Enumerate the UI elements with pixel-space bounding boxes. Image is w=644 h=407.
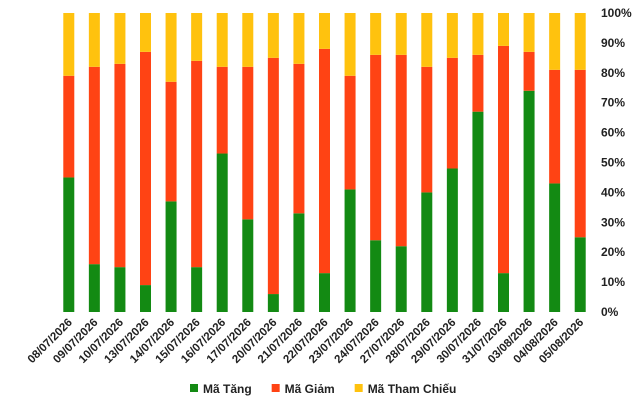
bar-segment-series-0-1: [88, 264, 100, 312]
bar-segment-series-2-18: [523, 13, 535, 52]
bar-segment-series-2-19: [549, 13, 561, 70]
y-tick-label: 0%: [601, 305, 619, 319]
bar-segment-series-0-16: [472, 111, 484, 312]
y-tick-label: 60%: [601, 126, 625, 140]
bar-segment-series-2-16: [472, 13, 484, 55]
y-tick-label: 80%: [601, 66, 625, 80]
bar-segment-series-0-7: [242, 219, 254, 312]
bar-segment-series-1-14: [421, 66, 433, 193]
bar-segment-series-2-1: [88, 13, 100, 67]
bar-segment-series-2-6: [216, 13, 228, 67]
bar-segment-series-0-12: [370, 240, 382, 312]
legend-swatch-2: [354, 384, 363, 392]
bar-segment-series-0-3: [140, 285, 151, 312]
bar-segment-series-2-17: [498, 13, 509, 46]
bar-segment-series-1-7: [242, 66, 254, 220]
bar-segment-series-0-17: [498, 273, 509, 312]
y-tick-label: 90%: [601, 36, 625, 50]
bar-segment-series-2-10: [319, 13, 330, 49]
bar-segment-series-1-4: [165, 81, 177, 202]
bar-segment-series-2-9: [293, 13, 305, 64]
bar-segment-series-2-2: [114, 13, 126, 64]
bar-segment-series-0-19: [549, 183, 561, 312]
bars-layer: [63, 13, 586, 313]
bar-segment-series-0-11: [344, 189, 356, 312]
bar-segment-series-0-10: [319, 273, 330, 312]
y-tick-label: 20%: [601, 245, 625, 259]
y-tick-label: 50%: [601, 156, 625, 170]
bar-segment-series-1-8: [267, 57, 279, 295]
bar-segment-series-0-2: [114, 267, 126, 312]
legend-swatch-0: [190, 384, 198, 392]
bar-segment-series-1-18: [523, 51, 535, 91]
bar-segment-series-1-13: [395, 54, 407, 247]
bar-segment-series-1-3: [140, 51, 151, 286]
legend-label-2: Mã Tham Chiếu: [368, 382, 457, 396]
bar-segment-series-1-16: [472, 54, 484, 112]
bar-segment-series-1-9: [293, 63, 305, 214]
y-tick-label: 40%: [601, 185, 625, 199]
bar-segment-series-0-20: [574, 237, 586, 312]
y-tick-label: 10%: [601, 275, 625, 289]
bar-segment-series-2-12: [370, 13, 382, 55]
x-axis: 08/07/202609/07/202610/07/202613/07/2026…: [26, 317, 587, 366]
bar-segment-series-2-5: [191, 13, 203, 61]
legend-label-0: Mã Tăng: [203, 382, 252, 396]
bar-segment-series-2-8: [267, 13, 279, 58]
bar-segment-series-1-5: [191, 60, 203, 268]
bar-segment-series-1-1: [88, 66, 100, 265]
bar-segment-series-0-5: [191, 267, 203, 312]
y-tick-label: 30%: [601, 215, 625, 229]
bar-segment-series-2-7: [242, 13, 254, 67]
bar-segment-series-0-4: [165, 201, 177, 312]
bar-segment-series-1-0: [63, 75, 75, 178]
bar-segment-series-0-15: [446, 168, 458, 312]
bar-segment-series-2-4: [165, 13, 177, 82]
bar-segment-series-2-15: [446, 13, 458, 58]
bar-segment-series-0-14: [421, 192, 433, 312]
bar-segment-series-2-3: [140, 13, 151, 52]
y-tick-label: 70%: [601, 96, 625, 110]
bar-segment-series-2-20: [574, 13, 586, 70]
legend-label-1: Mã Giảm: [285, 382, 335, 396]
legend-swatch-1: [271, 384, 280, 392]
bar-segment-series-2-0: [63, 13, 75, 76]
y-axis: 0% 10% 20% 30% 40% 50% 60% 70% 80% 90% 100%: [601, 6, 632, 319]
bar-segment-series-1-2: [114, 63, 126, 268]
bar-segment-series-1-11: [344, 75, 356, 190]
bar-segment-series-2-13: [395, 13, 407, 55]
bar-segment-series-0-8: [267, 294, 279, 312]
bar-segment-series-1-6: [216, 66, 228, 154]
bar-segment-series-2-11: [344, 13, 356, 76]
bar-segment-series-0-13: [395, 246, 407, 312]
bar-segment-series-1-15: [446, 57, 458, 169]
bar-segment-series-2-14: [421, 13, 433, 67]
bar-segment-series-0-18: [523, 90, 535, 313]
bar-segment-series-1-19: [549, 69, 561, 184]
bar-segment-series-0-9: [293, 213, 305, 312]
legend: Mã Tăng Mã Giảm Mã Tham Chiếu: [190, 382, 456, 396]
y-tick-label: 100%: [601, 6, 632, 20]
bar-segment-series-0-6: [216, 153, 228, 312]
bar-segment-series-0-0: [63, 177, 75, 312]
bar-segment-series-1-20: [574, 69, 586, 238]
bar-segment-series-1-17: [498, 45, 509, 274]
bar-segment-series-1-10: [319, 48, 330, 274]
bar-segment-series-1-12: [370, 54, 382, 241]
